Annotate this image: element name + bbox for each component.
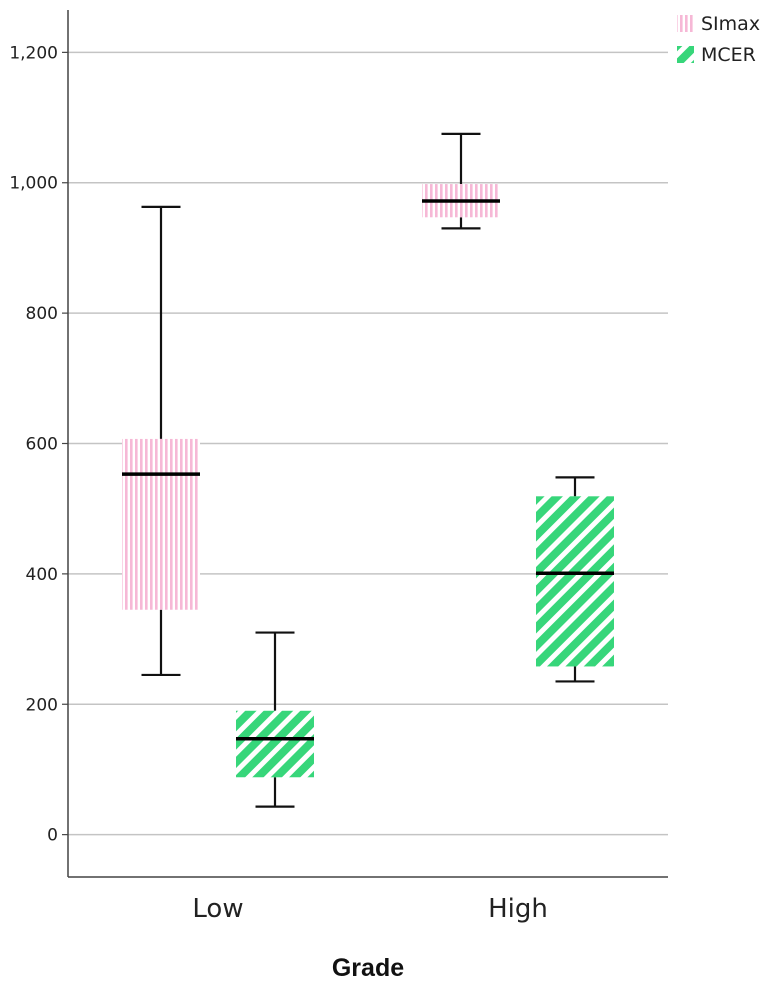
box-simax-low xyxy=(122,205,200,677)
y-tick-labels: 0 200 400 600 800 1,000 1,200 xyxy=(9,43,68,846)
iqr-box xyxy=(236,710,314,778)
y-tick-label: 800 xyxy=(26,304,58,324)
legend-swatch xyxy=(677,46,694,63)
legend-swatch xyxy=(677,15,694,32)
box-mcer-low xyxy=(236,631,314,808)
x-category-labels: Low High xyxy=(192,894,547,924)
x-category-label: Low xyxy=(192,894,243,924)
y-tick-label: 0 xyxy=(47,826,58,846)
boxes xyxy=(122,132,614,808)
legend-label: MCER xyxy=(701,44,756,66)
legend-item-mcer: MCER xyxy=(677,44,756,66)
box-simax-high xyxy=(422,132,500,230)
legend-label: SImax xyxy=(701,13,760,35)
y-tick-label: 400 xyxy=(26,565,58,585)
iqr-box xyxy=(536,496,614,667)
legend: SImax MCER xyxy=(677,13,760,66)
y-tick-label: 600 xyxy=(26,435,58,455)
iqr-box xyxy=(122,438,200,610)
legend-item-simax: SImax xyxy=(677,13,760,35)
x-axis-title: Grade xyxy=(332,954,404,982)
x-category-label: High xyxy=(488,894,548,924)
y-tick-label: 1,000 xyxy=(9,174,58,194)
y-tick-label: 1,200 xyxy=(9,43,58,63)
y-tick-label: 200 xyxy=(26,695,58,715)
box-mcer-high xyxy=(536,476,614,683)
